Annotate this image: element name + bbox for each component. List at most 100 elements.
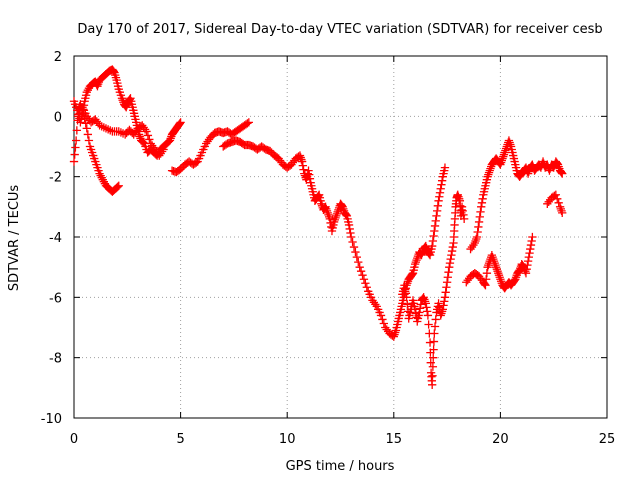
data-point — [415, 304, 425, 313]
y-tick-label: -8 — [49, 352, 62, 367]
data-point — [480, 184, 489, 193]
data-point — [432, 308, 441, 317]
data-point — [70, 100, 80, 109]
data-point — [422, 303, 431, 312]
data-point — [308, 187, 317, 196]
data-point — [447, 250, 456, 260]
data-point — [527, 236, 536, 246]
data-point — [401, 289, 411, 298]
data-point — [82, 124, 91, 133]
data-point — [405, 308, 415, 317]
data-point — [518, 262, 528, 271]
data-point — [423, 307, 432, 316]
data-point — [435, 192, 444, 201]
data-point — [145, 135, 154, 144]
data-point — [428, 362, 438, 371]
data-point — [142, 127, 151, 136]
data-point — [159, 145, 168, 154]
data-point — [129, 109, 139, 118]
data-point — [426, 348, 435, 357]
data-point — [475, 212, 484, 222]
data-point — [521, 269, 531, 278]
data-point — [307, 184, 317, 193]
data-point — [199, 145, 208, 154]
data-point — [359, 275, 369, 284]
data-point — [409, 299, 418, 308]
y-tick-label: 2 — [54, 50, 62, 65]
data-point — [86, 145, 96, 154]
data-point — [112, 75, 121, 85]
data-point — [512, 166, 521, 175]
data-point — [434, 299, 443, 308]
data-point — [81, 109, 90, 118]
grid — [74, 56, 607, 418]
x-tick-label: 5 — [176, 432, 184, 447]
data-point — [398, 299, 407, 308]
data-point — [423, 311, 433, 320]
data-point — [441, 288, 450, 297]
data-point — [307, 181, 316, 190]
data-point — [143, 131, 153, 140]
data-point — [196, 151, 205, 160]
data-point — [430, 322, 440, 331]
data-point — [428, 380, 437, 389]
data-point — [554, 198, 563, 207]
data-point — [113, 79, 122, 88]
data-point — [472, 232, 482, 242]
data-point — [87, 148, 97, 157]
data-point — [523, 256, 533, 266]
data-point — [342, 211, 352, 221]
data-point — [315, 190, 324, 199]
y-tick-label: -6 — [49, 291, 62, 306]
data-point — [439, 169, 448, 178]
data-point — [482, 269, 492, 278]
data-point — [430, 226, 439, 236]
data-point — [132, 118, 141, 127]
data-point — [457, 202, 467, 211]
data-point — [130, 112, 139, 121]
data-point — [90, 154, 99, 163]
data-point — [71, 136, 81, 145]
data-point — [511, 163, 521, 172]
data-point — [429, 345, 438, 354]
data-point — [70, 150, 79, 159]
data-point — [81, 91, 91, 100]
data-point — [72, 126, 81, 135]
data-point — [413, 314, 423, 323]
data-point — [482, 178, 491, 187]
data-point — [558, 169, 567, 178]
y-tick-label: -4 — [49, 231, 62, 246]
data-point — [430, 329, 439, 338]
data-point — [427, 244, 436, 254]
data-point — [459, 210, 468, 220]
data-point — [410, 302, 419, 311]
data-point — [109, 67, 118, 76]
data-point — [344, 217, 353, 227]
data-point — [113, 182, 122, 191]
data-point — [356, 267, 366, 276]
data-point — [305, 170, 314, 179]
data-point — [299, 165, 308, 174]
axes: 0 5 10 15 20 25 -10 -8 -6 -4 -2 0 2 — [41, 50, 616, 447]
data-point — [403, 300, 412, 309]
data-point — [408, 269, 418, 278]
data-point — [482, 175, 492, 184]
data-point — [442, 283, 451, 292]
data-point — [435, 188, 445, 197]
data-point — [113, 82, 123, 91]
data-point — [482, 275, 491, 284]
data-point — [343, 214, 352, 224]
data-point — [410, 305, 420, 314]
data-point — [81, 119, 90, 128]
data-point — [433, 201, 443, 210]
data-point — [396, 305, 406, 314]
data-point — [401, 285, 410, 294]
data-point — [481, 281, 490, 290]
data-point — [440, 166, 449, 175]
data-point — [348, 237, 357, 247]
data-point — [443, 273, 452, 282]
data-point — [506, 142, 516, 151]
data-point — [438, 305, 447, 314]
data-point — [376, 311, 386, 320]
data-point — [429, 337, 439, 346]
